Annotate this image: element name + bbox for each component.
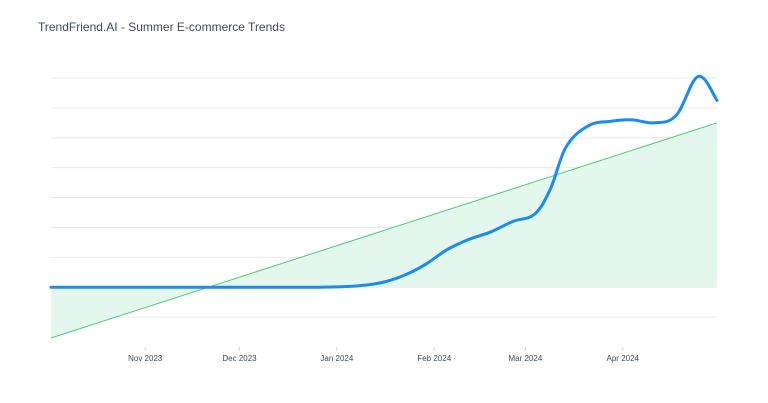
linear-fit-layer [50,122,718,339]
x-tick-label: Nov 2023 [128,354,163,363]
x-axis: Nov 2023 Dec 2023 Jan 2024 Feb 2024 Mar 2024… [128,347,640,363]
x-tick-label: Feb 2024 [417,354,451,363]
chart-title: TrendFriend.AI - Summer E-commerce Trend… [38,20,285,34]
trend-line [49,74,719,289]
x-tick-label: Apr 2024 [607,354,640,363]
fit-area-above [208,122,717,288]
x-tick-label: Jan 2024 [320,354,353,363]
x-tick-label: Mar 2024 [508,354,542,363]
linear-fit-line [50,122,718,339]
x-tick-label: Dec 2023 [222,354,257,363]
trend-line-layer [49,74,719,289]
